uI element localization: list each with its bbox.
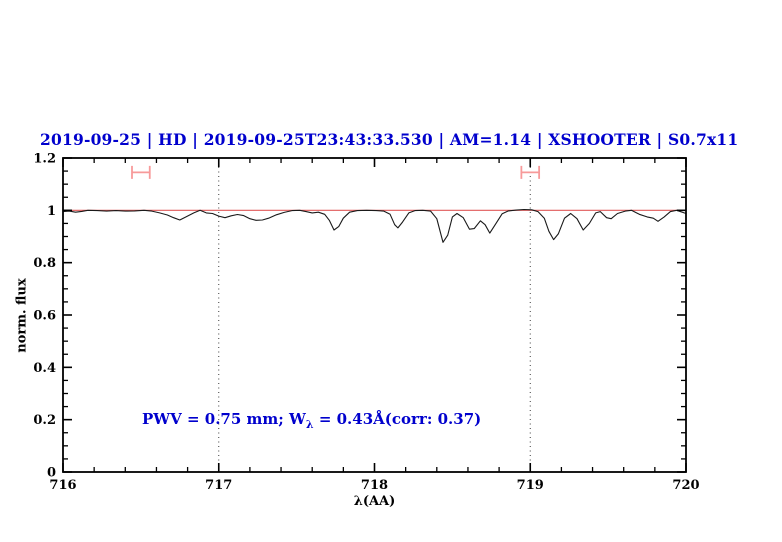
spectrum-line: [62, 208, 687, 243]
x-tick-label: 720: [672, 478, 699, 493]
x-tick-label: 719: [517, 478, 544, 493]
y-tick-label: 1: [47, 204, 56, 219]
observation-header: 2019-09-25 | HD | 2019-09-25T23:43:33.53…: [40, 130, 739, 149]
x-tick-label: 718: [361, 478, 388, 493]
pwv-annotation-lambda-subscript: λ: [305, 418, 314, 431]
x-tick-label: 717: [205, 478, 232, 493]
y-tick-label: 0.2: [33, 413, 56, 428]
x-tick-label: 716: [49, 478, 76, 493]
y-axis-label: norm. flux: [14, 278, 30, 353]
wavelength-range-marker: [520, 165, 541, 179]
y-tick-label: 0.4: [33, 361, 56, 376]
y-tick-label: 0: [47, 466, 56, 481]
wavelength-range-marker: [131, 165, 151, 179]
y-tick-label: 1.2: [33, 152, 56, 167]
pwv-annotation-part2: = 0.43Å(corr: 0.37): [313, 410, 482, 428]
y-tick-label: 0.6: [33, 309, 56, 324]
pwv-annotation: PWV = 0.75 mm; Wλ = 0.43Å(corr: 0.37): [142, 410, 481, 431]
pwv-annotation-part1: PWV = 0.75 mm; W: [142, 410, 306, 428]
y-tick-label: 0.8: [33, 256, 56, 271]
x-axis-label: λ(AA): [353, 494, 396, 509]
